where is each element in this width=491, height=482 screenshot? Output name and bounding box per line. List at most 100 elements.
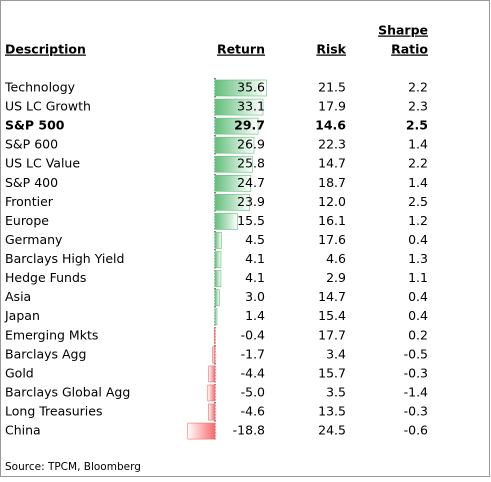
return-bar (212, 346, 216, 364)
row-description: Germany (5, 232, 63, 247)
header-risk: Risk (316, 42, 346, 57)
source-note: Source: TPCM, Bloomberg (5, 461, 141, 473)
return-value: 26.9 (237, 137, 265, 152)
header-sharpe: Ratio (391, 42, 428, 57)
sharpe-value: 2.5 (408, 194, 428, 209)
risk-value: 15.4 (318, 308, 346, 323)
return-bar (214, 194, 250, 211)
row-description: S&P 400 (5, 175, 58, 190)
return-value: 4.1 (245, 251, 265, 266)
return-value: 23.9 (237, 194, 265, 209)
return-value: -0.4 (241, 327, 265, 342)
risk-value: 4.6 (326, 251, 346, 266)
sharpe-value: -0.3 (404, 404, 428, 419)
sharpe-value: 1.2 (408, 213, 428, 228)
return-value: 29.7 (234, 118, 265, 133)
header-description: Description (5, 42, 86, 57)
risk-value: 15.7 (318, 365, 346, 380)
sharpe-value: 0.2 (408, 327, 428, 342)
return-bar (214, 308, 218, 326)
return-bar (214, 232, 222, 249)
return-value: -5.0 (241, 384, 265, 399)
return-bar (214, 175, 252, 192)
sharpe-value: 1.4 (408, 175, 428, 190)
row-description: Frontier (5, 194, 54, 209)
row-description: Asia (5, 289, 31, 304)
risk-value: 17.9 (318, 99, 346, 114)
return-bar (214, 117, 259, 135)
sharpe-value: 0.4 (408, 289, 428, 304)
row-description: Europe (5, 213, 49, 228)
return-value: 33.1 (237, 99, 265, 114)
return-bar (208, 403, 216, 421)
return-value: 3.0 (245, 289, 265, 304)
risk-value: 13.5 (318, 404, 346, 419)
row-description: Japan (4, 308, 40, 323)
header-sharpe: Sharpe (378, 23, 428, 38)
risk-value: 24.5 (318, 423, 346, 438)
risk-value: 18.7 (318, 175, 346, 190)
return-value: 35.6 (237, 80, 265, 95)
sharpe-value: 2.2 (408, 156, 428, 171)
row-description: US LC Value (5, 156, 80, 171)
row-description: China (5, 423, 41, 438)
row-description: Barclays High Yield (5, 251, 124, 266)
row-description: Barclays Global Agg (5, 384, 130, 399)
return-value: 15.5 (237, 213, 265, 228)
risk-value: 17.7 (318, 327, 346, 342)
sharpe-value: 2.2 (408, 80, 428, 95)
sharpe-value: -1.4 (404, 384, 428, 399)
header-return: Return (217, 42, 265, 57)
return-bar (214, 98, 264, 116)
return-bar (214, 289, 220, 306)
risk-value: 22.3 (318, 137, 346, 152)
return-bar (214, 327, 216, 345)
row-description: Barclays Agg (5, 346, 86, 361)
return-bar (214, 136, 255, 154)
risk-value: 14.7 (318, 156, 346, 171)
return-bar (214, 79, 267, 97)
sharpe-value: 0.4 (408, 308, 428, 323)
row-description: Emerging Mkts (5, 327, 98, 342)
return-value: 1.4 (245, 308, 265, 323)
sharpe-value: -0.3 (404, 365, 428, 380)
return-value: -1.7 (241, 346, 265, 361)
risk-value: 3.5 (326, 384, 346, 399)
return-bar (214, 213, 238, 230)
row-description: S&P 500 (5, 118, 65, 133)
return-bar (214, 251, 222, 268)
return-value: 24.7 (237, 175, 265, 190)
risk-value: 2.9 (326, 270, 346, 285)
sharpe-value: 1.1 (408, 270, 428, 285)
return-value: 25.8 (237, 156, 265, 171)
sharpe-value: 1.4 (408, 137, 428, 152)
risk-value: 3.4 (326, 346, 346, 361)
return-bar (208, 365, 216, 383)
return-value: 4.5 (245, 232, 265, 247)
row-description: US LC Growth (5, 99, 91, 114)
return-bar (214, 155, 253, 173)
sharpe-value: -0.6 (404, 423, 428, 438)
row-description: Long Treasuries (5, 404, 103, 419)
return-value: -4.4 (241, 365, 265, 380)
row-description: Gold (5, 365, 34, 380)
row-description: S&P 600 (5, 137, 58, 152)
sharpe-value: -0.5 (404, 346, 428, 361)
risk-value: 16.1 (318, 213, 346, 228)
risk-value: 17.6 (318, 232, 346, 247)
return-value: -4.6 (241, 404, 265, 419)
sharpe-value: 2.5 (406, 118, 428, 133)
sharpe-value: 1.3 (408, 251, 428, 266)
return-bar (187, 422, 216, 440)
sharpe-value: 2.3 (408, 99, 428, 114)
risk-value: 14.7 (318, 289, 346, 304)
risk-value: 12.0 (318, 194, 346, 209)
row-description: Technology (4, 80, 76, 95)
risk-value: 21.5 (318, 80, 346, 95)
risk-value: 14.6 (315, 118, 346, 133)
return-bar (207, 384, 216, 402)
return-value: 4.1 (245, 270, 265, 285)
return-bar (214, 270, 222, 287)
return-value: -18.8 (233, 423, 265, 438)
